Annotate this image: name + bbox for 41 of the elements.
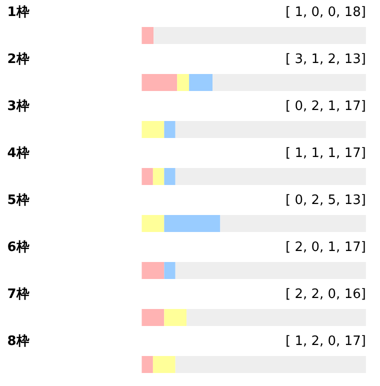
bar bbox=[175, 356, 366, 373]
y-tick-label: 5枠 bbox=[7, 193, 30, 208]
bar bbox=[175, 262, 366, 279]
bar bbox=[142, 121, 164, 138]
bar bbox=[142, 215, 164, 232]
bar bbox=[154, 27, 366, 44]
bar bbox=[175, 121, 366, 138]
bar bbox=[142, 309, 164, 326]
annotation: [ 2, 0, 1, 17] bbox=[286, 240, 366, 255]
annotation: [ 1, 0, 0, 18] bbox=[286, 5, 366, 20]
bar bbox=[220, 215, 366, 232]
bar bbox=[142, 168, 153, 185]
bar bbox=[189, 74, 213, 91]
bar bbox=[164, 215, 220, 232]
bar bbox=[177, 74, 190, 91]
annotation: [ 0, 2, 1, 17] bbox=[286, 99, 366, 114]
annotation: [ 3, 1, 2, 13] bbox=[286, 52, 366, 67]
bar bbox=[142, 74, 178, 91]
bar bbox=[164, 121, 176, 138]
bar bbox=[164, 168, 176, 185]
bar bbox=[142, 356, 153, 373]
bar bbox=[212, 74, 366, 91]
bar bbox=[164, 309, 187, 326]
bar bbox=[142, 262, 164, 279]
y-tick-label: 6枠 bbox=[7, 240, 30, 255]
y-tick-label: 7枠 bbox=[7, 287, 30, 302]
bar bbox=[164, 262, 176, 279]
y-tick-label: 3枠 bbox=[7, 99, 30, 114]
annotation: [ 0, 2, 5, 13] bbox=[286, 193, 366, 208]
bar bbox=[152, 168, 164, 185]
bar bbox=[142, 27, 154, 44]
y-tick-label: 2枠 bbox=[7, 52, 30, 67]
annotation: [ 2, 2, 0, 16] bbox=[286, 287, 366, 302]
annotation: [ 1, 2, 0, 17] bbox=[286, 334, 366, 349]
y-tick-label: 1枠 bbox=[7, 5, 30, 20]
annotation: [ 1, 1, 1, 17] bbox=[286, 146, 366, 161]
y-tick-label: 4枠 bbox=[7, 146, 30, 161]
bar bbox=[175, 168, 366, 185]
bar bbox=[186, 309, 366, 326]
bar bbox=[152, 356, 176, 373]
y-tick-label: 8枠 bbox=[7, 334, 30, 349]
